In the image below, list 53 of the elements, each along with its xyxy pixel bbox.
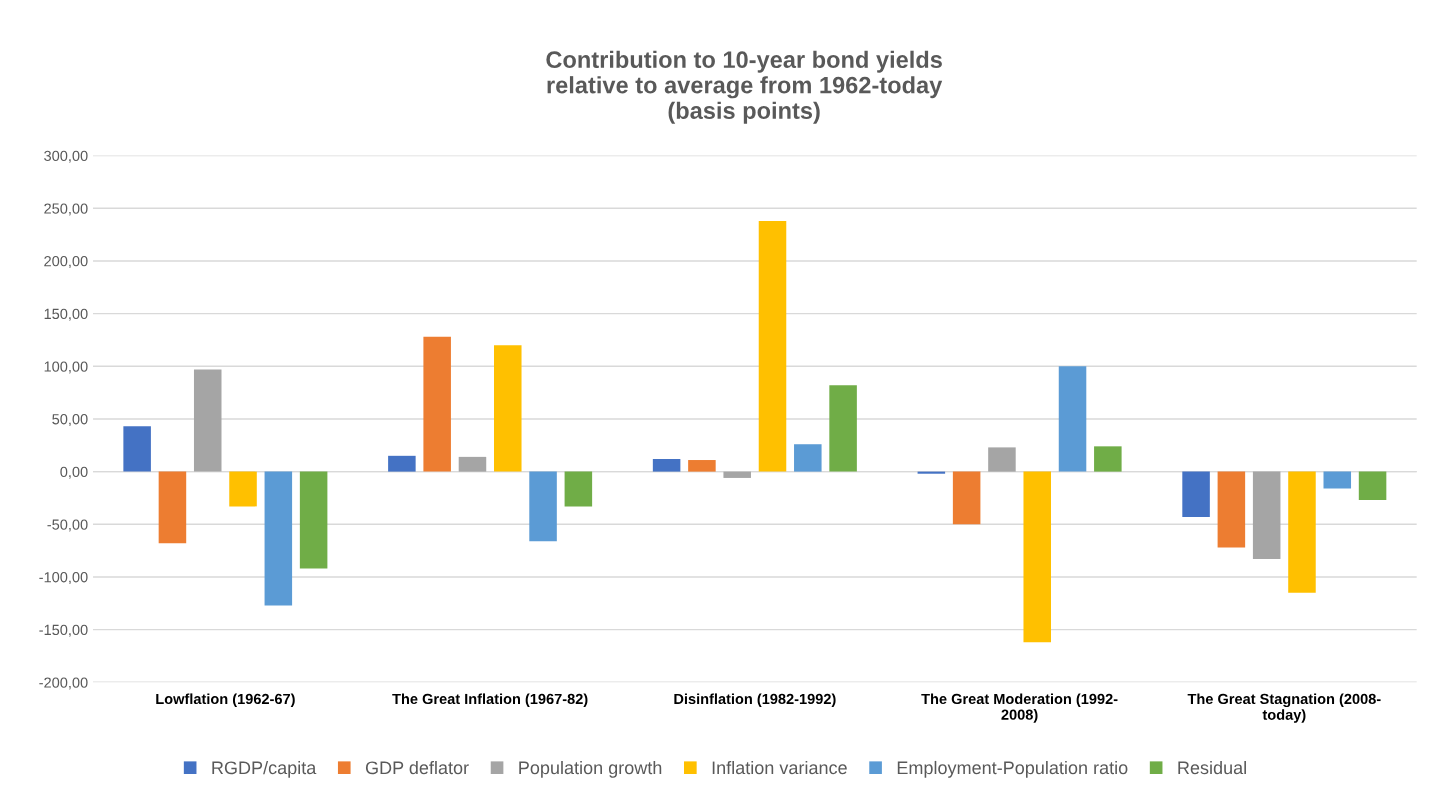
bar <box>494 345 522 472</box>
bar <box>1094 446 1122 472</box>
y-tick-label: 150,00 <box>44 308 88 321</box>
x-tick-label: The Great Stagnation (2008- today) <box>1187 693 1381 723</box>
legend-label: GDP deflator <box>365 760 469 775</box>
x-tick-label: The Great Inflation (1967-82) <box>392 693 588 707</box>
y-tick-label: 100,00 <box>44 361 88 374</box>
bar <box>458 456 487 472</box>
bar <box>299 471 328 569</box>
y-tick-label: 300,00 <box>44 150 88 163</box>
bar <box>829 385 857 472</box>
y-tick-label: 50,00 <box>52 414 88 427</box>
legend-label: RGDP/capita <box>212 760 317 778</box>
bar <box>988 447 1016 472</box>
y-tick-label: 0,00 <box>60 466 88 479</box>
y-tick-label: -200,00 <box>39 677 88 690</box>
bar <box>1323 471 1352 489</box>
bar <box>688 460 716 472</box>
bar <box>229 471 257 507</box>
x-tick-label: Disinflation (1982-1992) <box>674 693 836 707</box>
legend-label: Population growth <box>519 760 662 778</box>
bar <box>158 471 187 544</box>
bar <box>1358 471 1387 501</box>
chart-title: Contribution to 10-year bond yields relative to average from 1962-today (basis points) <box>546 50 943 124</box>
bar <box>917 471 946 474</box>
bar <box>264 471 293 606</box>
bar <box>652 458 681 472</box>
y-tick-label: -150,00 <box>39 624 88 637</box>
bar <box>388 455 416 472</box>
bar <box>1217 471 1246 548</box>
bar <box>123 426 151 472</box>
bar <box>564 471 593 507</box>
legend-label: Residual <box>1178 760 1246 775</box>
legend-label: Employment-Population ratio <box>897 760 1128 778</box>
legend-label: Inflation variance <box>712 760 847 775</box>
bar <box>952 471 981 525</box>
x-tick-label: Lowflation (1962-67) <box>156 693 295 707</box>
x-tick-label: The Great Moderation (1992- 2008) <box>921 693 1118 723</box>
bar <box>794 444 822 472</box>
bar <box>1252 471 1281 560</box>
bar <box>193 369 222 472</box>
y-tick-label: -50,00 <box>47 519 88 532</box>
bar <box>1023 471 1051 643</box>
y-tick-label: -100,00 <box>39 572 88 585</box>
bar <box>758 220 787 472</box>
bar <box>529 471 557 542</box>
y-tick-label: 200,00 <box>44 256 88 269</box>
bar <box>723 471 751 478</box>
y-tick-label: 250,00 <box>44 203 88 216</box>
bar <box>1182 471 1210 517</box>
bar <box>1058 366 1087 472</box>
bar <box>423 336 451 472</box>
bar <box>1288 471 1316 593</box>
